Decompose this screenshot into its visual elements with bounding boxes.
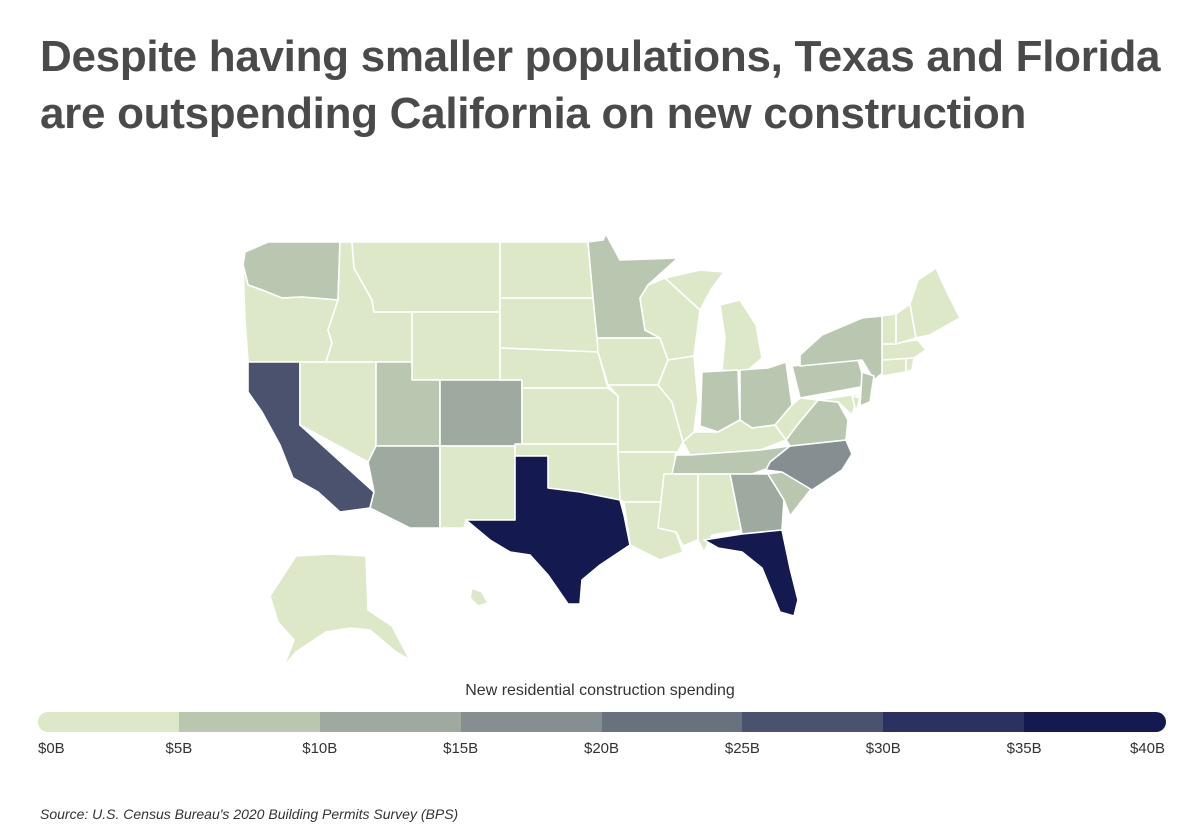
legend-segment: [883, 712, 1025, 732]
state-ri: [905, 357, 915, 373]
state-sd: [499, 297, 599, 353]
state-az: [367, 445, 441, 529]
legend-tick: $25B: [724, 740, 760, 757]
legend-tick: $0B: [38, 740, 65, 757]
legend-tick: $15B: [443, 740, 479, 757]
legend-segment: [319, 712, 462, 732]
state-md: [817, 393, 859, 416]
state-wi: [639, 277, 701, 361]
legend-segment: [601, 712, 743, 732]
state-wy: [411, 311, 501, 381]
legend-tick-labels: $0B $5B $10B $15B $20B $25B $30B $35B $40B: [0, 740, 1200, 762]
legend-segment: [742, 712, 884, 732]
state-ia: [596, 337, 669, 386]
state-me: [909, 267, 961, 339]
state-ak: [269, 553, 411, 667]
state-fl: [703, 529, 799, 617]
legend-tick: $5B: [165, 740, 193, 757]
state-mt: [351, 241, 501, 313]
chart-title: Despite having smaller populations, Texa…: [40, 32, 1161, 138]
state-ct: [881, 357, 907, 377]
legend-segment: [178, 712, 321, 732]
state-ma: [881, 339, 927, 361]
legend-title: New residential construction spending: [465, 682, 735, 699]
state-de: [851, 395, 861, 413]
state-ga: [729, 473, 785, 535]
state-nj: [859, 371, 875, 407]
state-nd: [499, 241, 594, 299]
legend-tick: $20B: [583, 740, 620, 757]
state-hi: [469, 587, 489, 607]
legend-segment: [460, 712, 602, 732]
legend-segment: [1024, 712, 1166, 732]
legend-tick: $35B: [1006, 740, 1042, 757]
legend-tick: $40B: [1129, 740, 1165, 757]
legend-segment: [38, 712, 180, 732]
legend-tick: $30B: [865, 740, 901, 757]
state-mi: [664, 269, 763, 373]
state-co: [439, 379, 523, 447]
legend-color-scale: [38, 712, 1166, 732]
state-ks: [521, 387, 619, 445]
legend-tick: $10B: [302, 740, 338, 757]
source-note: Source: U.S. Census Bureau's 2020 Buildi…: [40, 806, 459, 822]
state-tx: [465, 455, 631, 605]
state-vt: [881, 313, 897, 345]
state-nm: [439, 445, 516, 529]
